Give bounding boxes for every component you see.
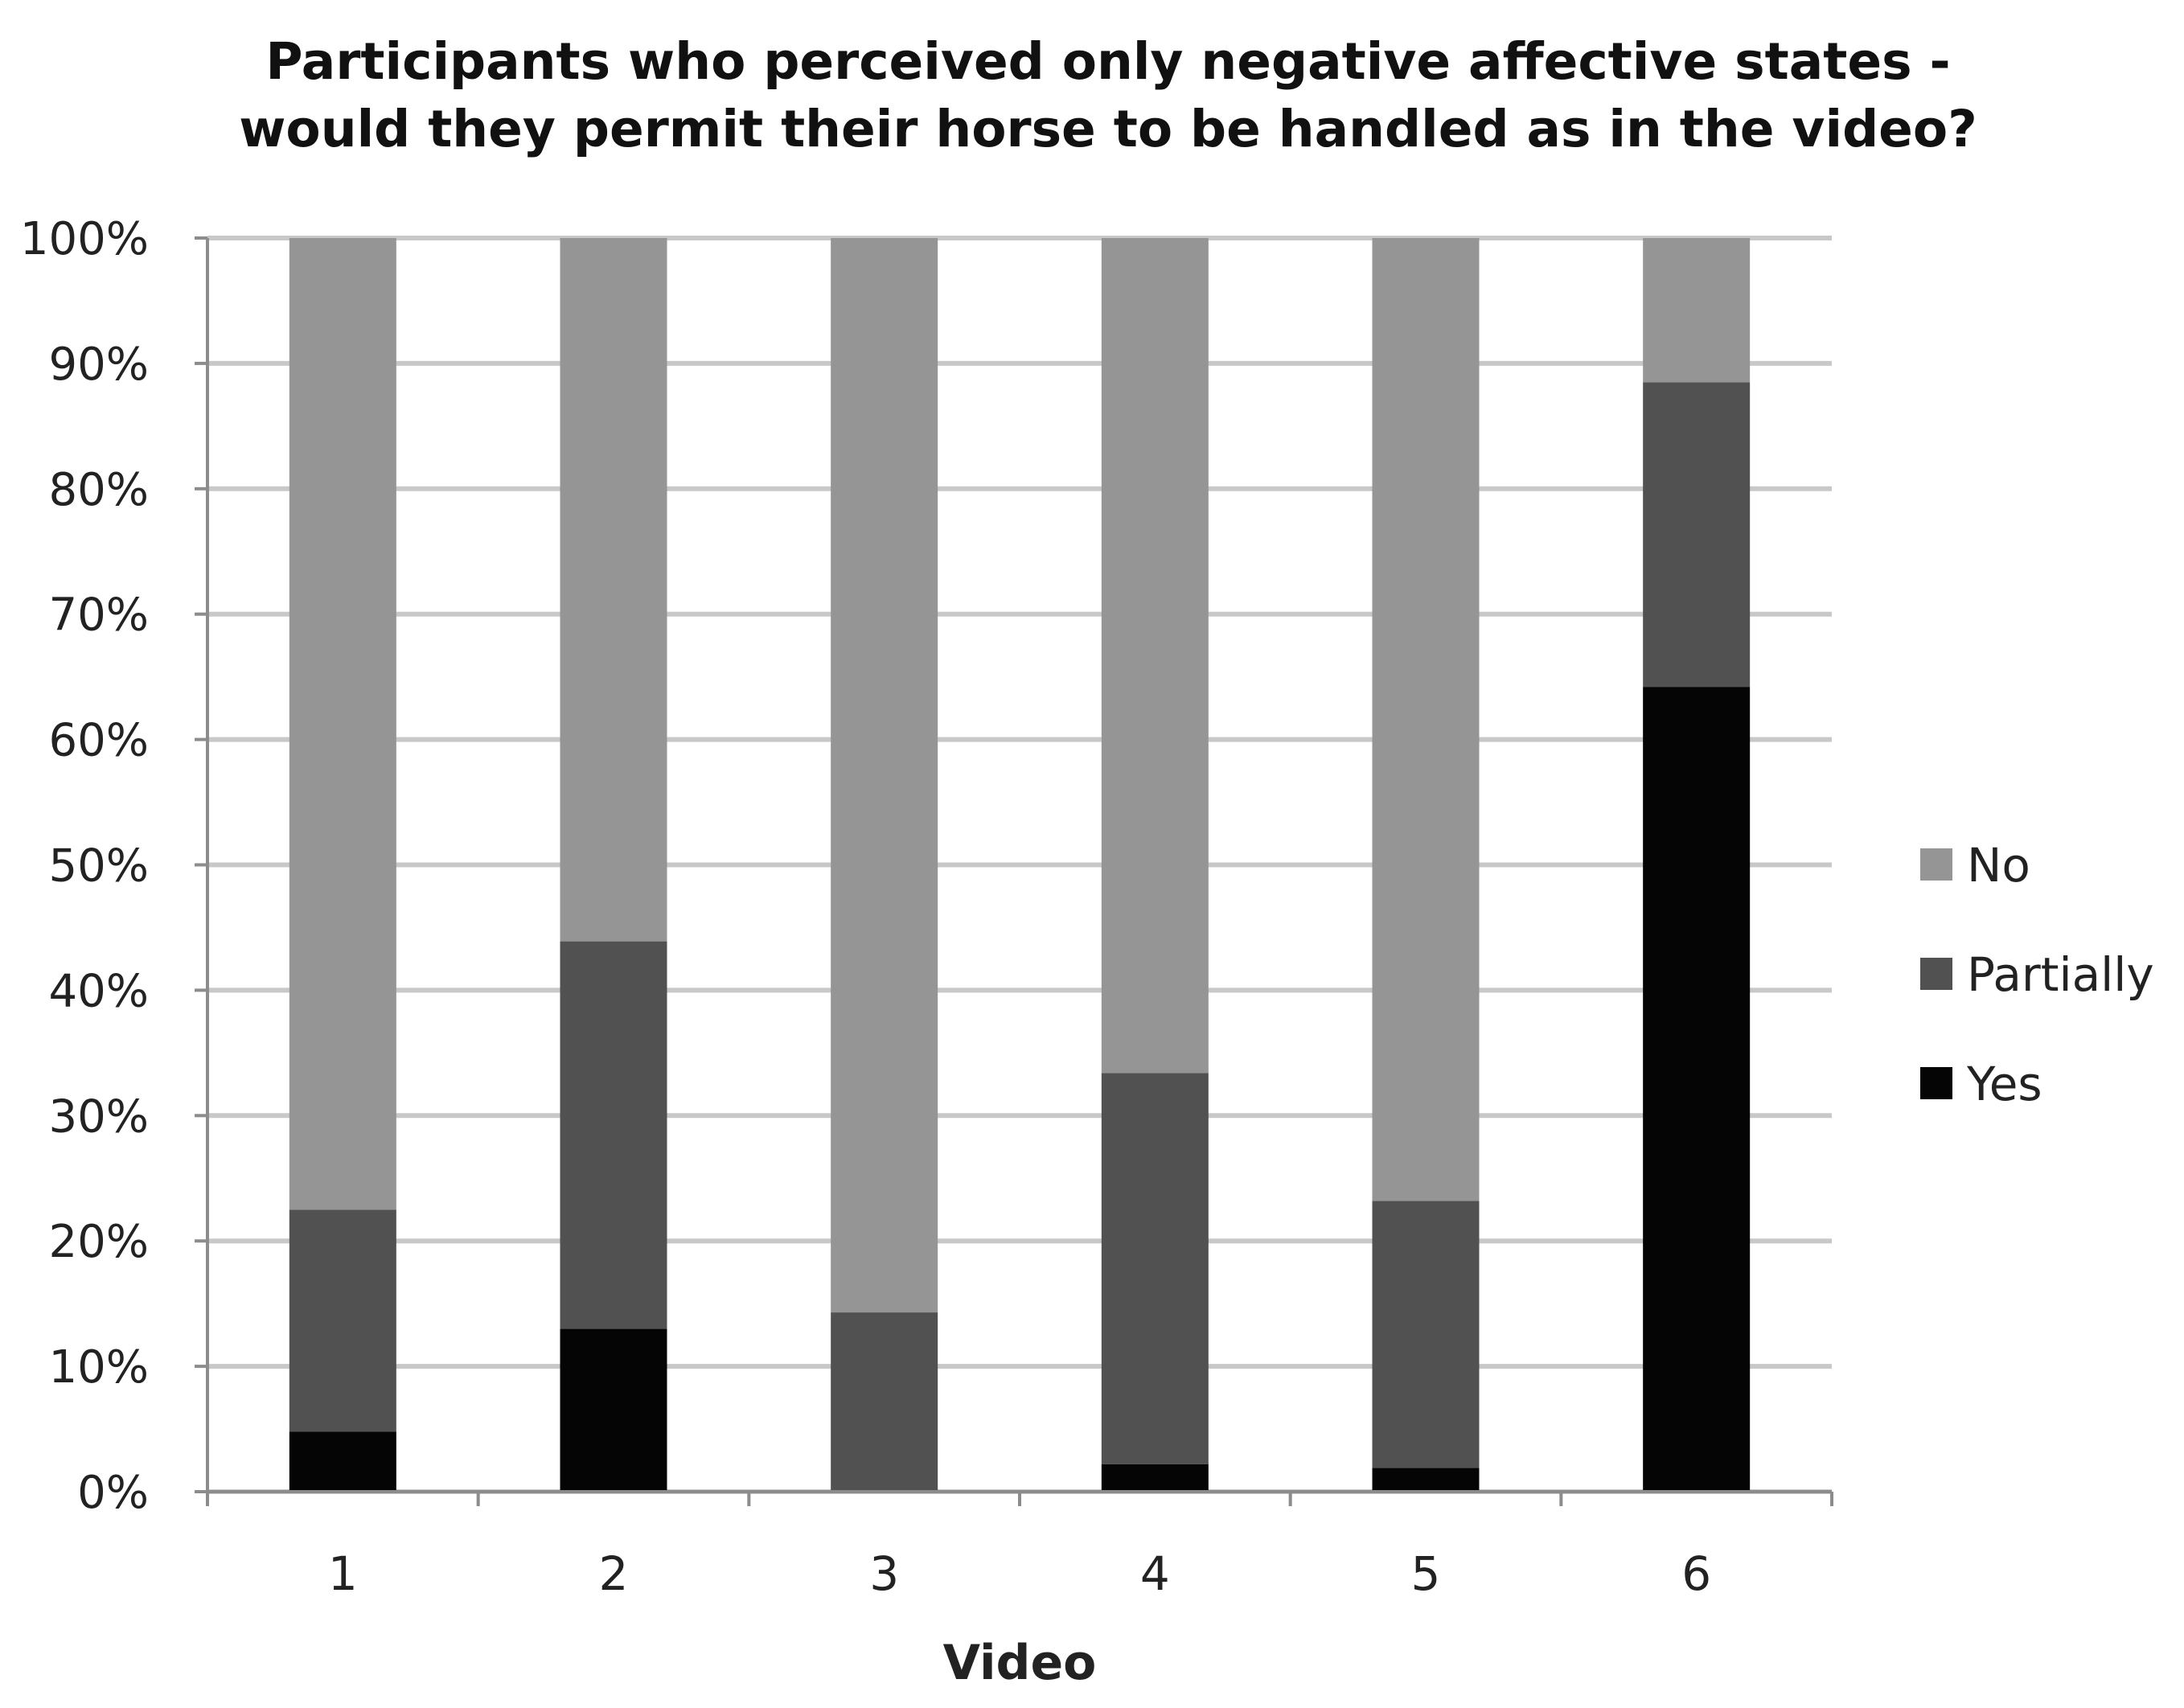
bar-segment-partially-video-2 [560,941,667,1329]
y-tick-label: 50% [49,840,149,893]
bar-segment-partially-video-5 [1372,1201,1480,1468]
x-tick-label: 6 [1681,1546,1711,1601]
legend-label-yes: Yes [1966,1057,2042,1111]
bar-segment-no-video-5 [1372,238,1480,1201]
y-axis-tick-labels: 0% 10% 20% 30% 40% 50% 60% 70% 80% 90% 100% [20,213,149,1519]
y-tick-label: 60% [49,715,149,767]
x-tick-label: 4 [1140,1546,1170,1601]
legend-label-no: No [1967,838,2030,893]
y-tick-label: 90% [49,339,149,391]
bar-segment-no-video-1 [289,238,396,1210]
y-tick-label: 20% [49,1216,149,1268]
bar-segment-no-video-6 [1643,238,1751,383]
x-axis-label: Video [943,1635,1097,1691]
y-tick-label: 10% [49,1341,149,1394]
y-tick-label: 40% [49,965,149,1017]
x-axis-tick-labels: 1 2 3 4 5 6 [328,1546,1711,1601]
bar-segment-no-video-4 [1101,238,1209,1074]
chart-title-line: Participants who perceived only negative… [265,32,1950,91]
chart-title: Participants who perceived only negative… [239,32,1977,158]
y-tick-label: 100% [20,213,149,265]
bar-segment-partially-video-1 [289,1209,396,1432]
y-tick-label: 80% [49,464,149,516]
y-tick-label: 30% [49,1090,149,1143]
bar-segment-no-video-3 [831,238,938,1313]
bar-segment-partially-video-6 [1643,382,1751,688]
legend-swatch-yes [1920,1067,1952,1099]
bar-segment-yes-video-5 [1372,1468,1480,1492]
chart-title-line: would they permit their horse to be hand… [239,100,1977,158]
bar-segment-yes-video-6 [1643,687,1751,1492]
bar-segment-partially-video-3 [831,1312,938,1492]
legend-label-partially: Partially [1967,947,2154,1002]
x-tick-label: 2 [599,1546,629,1601]
legend-swatch-partially [1920,958,1952,990]
bars [289,238,1751,1492]
x-tick-label: 1 [328,1546,358,1601]
gridlines [207,236,1832,1494]
x-tick-label: 3 [869,1546,899,1601]
legend-swatch-no [1920,848,1952,881]
bar-segment-yes-video-2 [560,1328,667,1492]
bar-segment-yes-video-1 [289,1431,396,1492]
axes [195,236,1833,1506]
bar-segment-yes-video-4 [1101,1464,1209,1492]
y-tick-label: 0% [77,1467,149,1519]
y-tick-label: 70% [49,589,149,642]
x-tick-label: 5 [1411,1546,1441,1601]
bar-segment-no-video-2 [560,238,667,942]
legend: No Partially Yes [1920,838,2154,1111]
bar-segment-partially-video-4 [1101,1073,1209,1464]
